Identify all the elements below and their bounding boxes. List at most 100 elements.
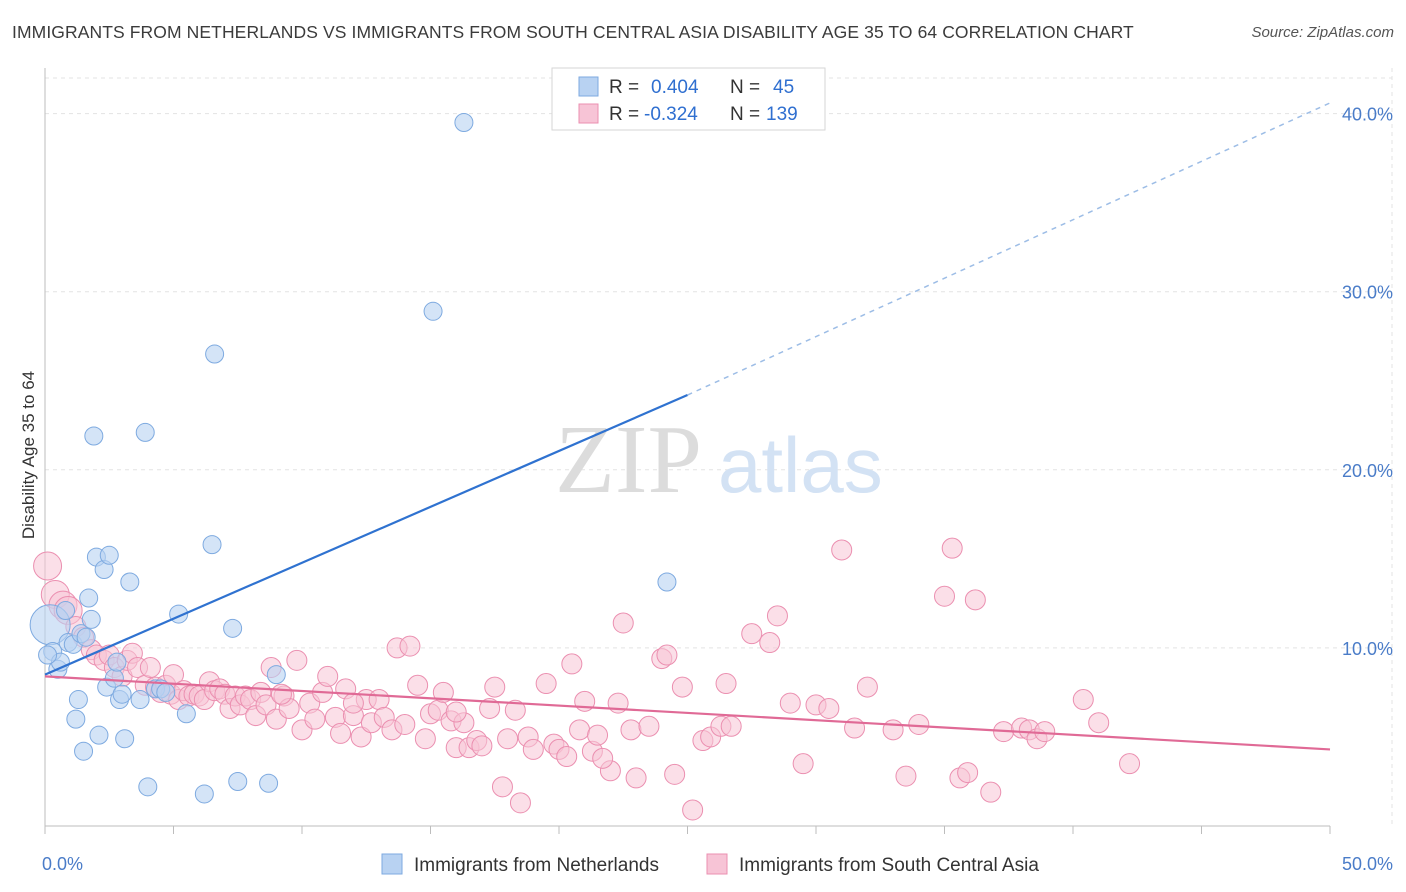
- data-point-pink: [33, 551, 63, 581]
- data-point-blue: [84, 426, 104, 446]
- data-point-pink: [671, 676, 693, 698]
- legend-r-value: -0.324: [644, 104, 698, 125]
- data-point-pink: [792, 753, 814, 775]
- data-point-pink: [368, 689, 390, 711]
- data-point-blue: [99, 545, 119, 565]
- data-point-blue: [202, 535, 222, 555]
- data-point-blue: [79, 588, 99, 608]
- data-point-blue: [120, 572, 140, 592]
- data-point-pink: [964, 589, 986, 611]
- data-point-blue: [38, 645, 58, 665]
- data-point-pink: [664, 763, 686, 785]
- data-point-pink: [414, 728, 436, 750]
- legend-swatch-blue: [578, 76, 599, 97]
- data-point-blue: [138, 777, 158, 797]
- data-point-pink: [471, 735, 493, 757]
- x-tick-label: 50.0%: [1342, 854, 1393, 874]
- data-point-pink: [330, 722, 352, 744]
- data-point-pink: [139, 656, 161, 678]
- trend-line-blue-extension: [687, 102, 1331, 396]
- data-point-pink: [479, 697, 501, 719]
- data-point-pink: [394, 713, 416, 735]
- data-point-pink: [1088, 712, 1110, 734]
- series-swatch-pink: [706, 853, 728, 875]
- data-point-blue: [115, 729, 135, 749]
- data-point-blue: [76, 627, 96, 647]
- data-point-blue: [104, 668, 124, 688]
- data-point-blue: [657, 572, 677, 592]
- data-point-pink: [957, 762, 979, 784]
- data-point-pink: [592, 747, 614, 769]
- data-point-pink: [504, 699, 526, 721]
- grid-lines: [45, 68, 1393, 826]
- data-point-blue: [56, 601, 76, 621]
- data-point-blue: [223, 618, 243, 638]
- data-point-pink: [1119, 753, 1141, 775]
- data-point-blue: [74, 741, 94, 761]
- data-point-blue: [205, 344, 225, 364]
- series-swatch-blue: [381, 853, 403, 875]
- data-point-pink: [509, 792, 531, 814]
- legend-r-label: R =: [609, 104, 639, 125]
- data-point-blue: [135, 422, 155, 442]
- data-point-pink: [1072, 689, 1094, 711]
- data-point-pink: [882, 719, 904, 741]
- data-point-blue: [423, 301, 443, 321]
- data-point-pink: [720, 715, 742, 737]
- y-axis-label: Disability Age 35 to 64: [19, 371, 38, 539]
- data-point-blue: [66, 709, 86, 729]
- y-tick-label: 40.0%: [1342, 105, 1393, 125]
- data-point-pink: [556, 746, 578, 768]
- data-point-pink: [484, 676, 506, 698]
- data-point-blue: [194, 784, 214, 804]
- legend-n-value: 139: [766, 104, 798, 125]
- data-point-blue: [107, 652, 127, 672]
- data-point-pink: [350, 726, 372, 748]
- axes: [44, 68, 1331, 834]
- series-name: Immigrants from South Central Asia: [739, 855, 1039, 876]
- data-point-blue: [176, 704, 196, 724]
- data-point-pink: [759, 632, 781, 654]
- data-point-blue: [81, 609, 101, 629]
- data-point-pink: [656, 644, 678, 666]
- data-point-pink: [535, 673, 557, 695]
- trend-line-pink: [44, 675, 1331, 751]
- data-point-blue: [130, 690, 150, 710]
- data-point-pink: [625, 767, 647, 789]
- data-point-pink: [612, 612, 634, 634]
- y-tick-label: 10.0%: [1342, 639, 1393, 659]
- legend-swatch-pink: [578, 103, 599, 124]
- trend-line-blue: [44, 394, 688, 676]
- x-tick-label: 0.0%: [42, 854, 83, 874]
- blue-series-points: [29, 113, 677, 804]
- legend-r-label: R =: [609, 77, 639, 98]
- tick-labels: 10.0% 20.0% 30.0% 40.0% 0.0% 50.0%: [42, 105, 1393, 874]
- data-point-pink: [569, 719, 591, 741]
- data-point-pink: [941, 537, 963, 559]
- data-point-pink: [980, 781, 1002, 803]
- data-point-pink: [908, 713, 930, 735]
- data-point-pink: [818, 697, 840, 719]
- data-point-blue: [68, 690, 88, 710]
- data-point-blue: [112, 684, 132, 704]
- data-point-pink: [856, 676, 878, 698]
- data-point-blue: [266, 665, 286, 685]
- series-legend: Immigrants from Netherlands Immigrants f…: [381, 853, 1039, 876]
- data-point-blue: [228, 771, 248, 791]
- legend-n-label: N =: [730, 104, 760, 125]
- data-point-pink: [286, 649, 308, 671]
- data-point-blue: [89, 725, 109, 745]
- data-point-pink: [399, 635, 421, 657]
- data-point-pink: [831, 539, 853, 561]
- series-name: Immigrants from Netherlands: [414, 855, 659, 876]
- data-point-pink: [620, 719, 642, 741]
- y-tick-label: 30.0%: [1342, 283, 1393, 303]
- legend-r-value: 0.404: [651, 77, 699, 98]
- data-point-blue: [454, 113, 474, 133]
- legend-n-value: 45: [773, 77, 794, 98]
- data-point-pink: [304, 708, 326, 730]
- data-point-pink: [270, 683, 292, 705]
- data-point-pink: [445, 701, 467, 723]
- watermark: ZIP atlas: [555, 406, 883, 514]
- watermark-zip: ZIP: [555, 406, 702, 514]
